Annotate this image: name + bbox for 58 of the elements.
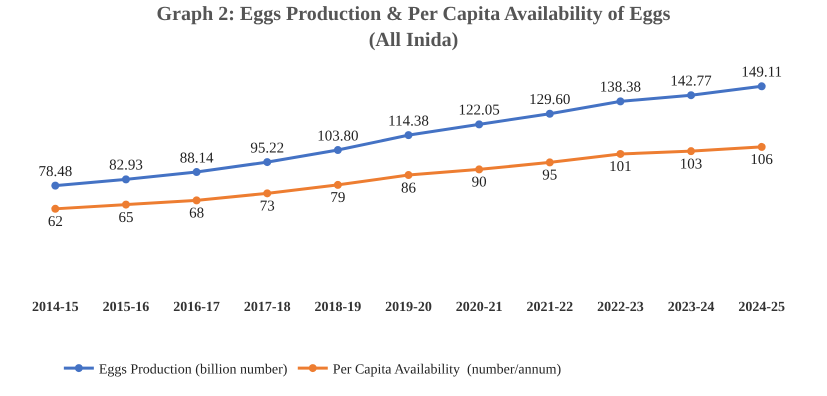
data-label: 95.22 — [250, 140, 284, 156]
x-tick-label: 2014-15 — [32, 300, 79, 315]
data-label: 79 — [330, 190, 346, 206]
data-label: 62 — [48, 214, 63, 230]
x-tick-label: 2024-25 — [738, 300, 786, 315]
data-label: 86 — [401, 180, 416, 196]
data-label: 82.93 — [109, 158, 143, 174]
data-label: 78.48 — [38, 164, 72, 180]
data-label: 65 — [118, 210, 134, 226]
data-label: 101 — [609, 159, 632, 176]
point — [758, 82, 766, 90]
legend-label: Per Capita Availability (number/annum) — [332, 362, 562, 378]
legend-label: Eggs Production (billion number) — [98, 362, 288, 378]
x-tick-label: 2022-23 — [597, 300, 644, 315]
data-label: 106 — [750, 152, 774, 168]
point — [475, 120, 484, 128]
data-label: 129.60 — [529, 92, 570, 108]
point — [263, 158, 272, 166]
point — [334, 180, 342, 189]
point — [334, 146, 342, 154]
x-tick-label: 2017-18 — [244, 300, 291, 315]
point — [192, 196, 201, 204]
point — [546, 110, 554, 118]
data-label: 149.11 — [741, 64, 782, 81]
x-tick-label: 2020-21 — [456, 300, 502, 315]
x-tick-label: 2018-19 — [314, 300, 362, 315]
data-label: 95 — [542, 168, 558, 184]
point — [616, 150, 624, 158]
point — [687, 91, 696, 100]
point — [263, 189, 272, 198]
data-label: 90 — [472, 174, 487, 191]
data-label: 73 — [260, 198, 275, 215]
x-tick-label: 2023-24 — [668, 300, 714, 315]
point — [758, 142, 766, 151]
data-label: 138.38 — [600, 80, 642, 96]
data-label: 114.38 — [388, 113, 429, 130]
chart-title: Graph 2: Eggs Production & Per Capita Availability of Eggs (All Inida) — [156, 2, 671, 51]
data-label: 122.05 — [458, 102, 500, 119]
point — [616, 97, 624, 106]
point — [51, 204, 60, 213]
point — [404, 171, 412, 180]
point — [404, 131, 412, 140]
x-tick-label: 2016-17 — [173, 300, 220, 315]
point — [51, 182, 60, 190]
x-tick-label: 2021-22 — [526, 300, 574, 315]
point — [192, 168, 201, 176]
point — [687, 147, 696, 156]
point — [122, 175, 130, 184]
data-label: 103 — [680, 156, 702, 172]
data-label: 68 — [189, 206, 204, 222]
x-tick-label: 2015-16 — [102, 300, 150, 315]
point — [546, 158, 554, 166]
data-label: 142.77 — [670, 73, 712, 90]
data-label: 88.14 — [180, 150, 214, 166]
point — [122, 200, 130, 209]
point — [475, 165, 484, 174]
x-tick-label: 2019-20 — [385, 300, 432, 315]
data-label: 103.80 — [317, 128, 358, 144]
